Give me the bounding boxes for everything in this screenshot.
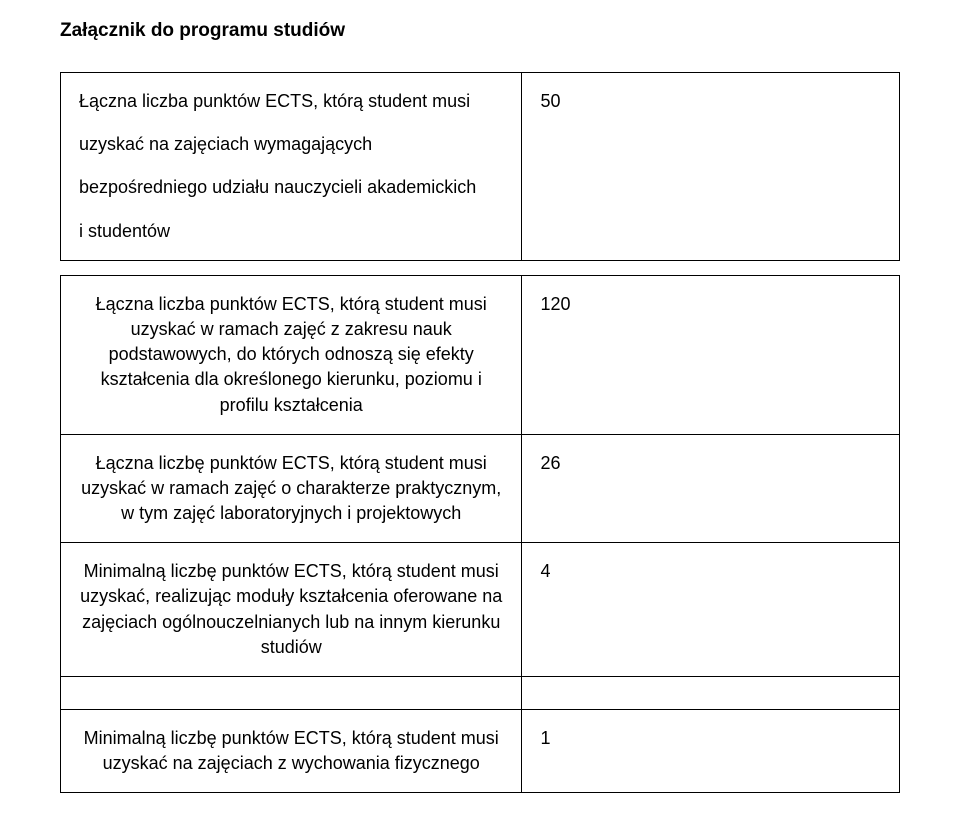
document-page: Załącznik do programu studiów Łączna lic… bbox=[0, 0, 960, 833]
table-row: Łączna liczbę punktów ECTS, którą studen… bbox=[61, 434, 900, 543]
table-row: Łączna liczba punktów ECTS, którą studen… bbox=[61, 73, 900, 261]
desc-text: i studentów bbox=[79, 219, 503, 244]
desc-text: bezpośredniego udziału nauczycieli akade… bbox=[79, 175, 503, 200]
value-text: 26 bbox=[540, 453, 560, 473]
table-row: Minimalną liczbę punktów ECTS, którą stu… bbox=[61, 710, 900, 793]
value-cell: 120 bbox=[522, 275, 900, 434]
desc-text: Minimalną liczbę punktów ECTS, którą stu… bbox=[80, 561, 502, 657]
ects-table-0: Łączna liczba punktów ECTS, którą studen… bbox=[60, 72, 900, 261]
desc-text: Łączna liczbę punktów ECTS, którą studen… bbox=[81, 453, 501, 523]
ects-table-1: Łączna liczba punktów ECTS, którą studen… bbox=[60, 275, 900, 794]
value-cell: 50 bbox=[522, 73, 900, 261]
value-text: 50 bbox=[540, 91, 560, 111]
spacer-row bbox=[61, 677, 900, 710]
spacer bbox=[60, 261, 900, 275]
desc-cell: Minimalną liczbę punktów ECTS, którą stu… bbox=[61, 710, 522, 793]
desc-text: Minimalną liczbę punktów ECTS, którą stu… bbox=[84, 728, 499, 773]
desc-text: Łączna liczba punktów ECTS, którą studen… bbox=[79, 89, 503, 114]
desc-text: uzyskać na zajęciach wymagających bbox=[79, 132, 503, 157]
document-title: Załącznik do programu studiów bbox=[60, 20, 900, 42]
desc-cell: Łączna liczba punktów ECTS, którą studen… bbox=[61, 275, 522, 434]
table-row: Minimalną liczbę punktów ECTS, którą stu… bbox=[61, 543, 900, 677]
desc-cell: Minimalną liczbę punktów ECTS, którą stu… bbox=[61, 543, 522, 677]
desc-cell: Łączna liczba punktów ECTS, którą studen… bbox=[61, 73, 522, 261]
value-cell: 1 bbox=[522, 710, 900, 793]
value-text: 1 bbox=[540, 728, 550, 748]
table-row: Łączna liczba punktów ECTS, którą studen… bbox=[61, 275, 900, 434]
desc-text: Łączna liczba punktów ECTS, którą studen… bbox=[96, 294, 487, 415]
desc-cell: Łączna liczbę punktów ECTS, którą studen… bbox=[61, 434, 522, 543]
value-text: 120 bbox=[540, 294, 570, 314]
value-cell: 4 bbox=[522, 543, 900, 677]
value-cell: 26 bbox=[522, 434, 900, 543]
value-text: 4 bbox=[540, 561, 550, 581]
